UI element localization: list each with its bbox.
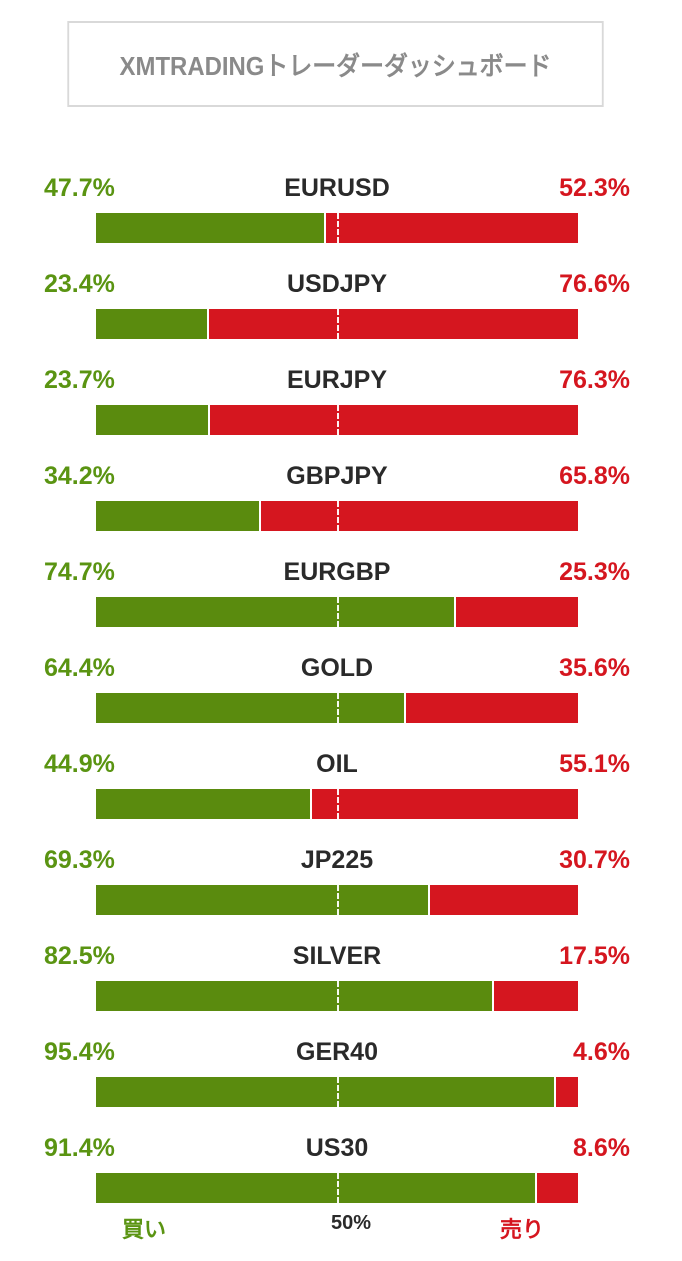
symbol-label: USDJPY <box>286 270 388 298</box>
midpoint-line <box>337 693 339 723</box>
buy-bar-segment <box>96 789 313 819</box>
sell-percentage: 76.3% <box>559 366 630 394</box>
symbol-label: JP225 <box>300 846 374 874</box>
buy-bar-segment <box>96 981 494 1011</box>
sentiment-bar <box>96 981 578 1011</box>
symbol-label: US30 <box>305 1134 369 1162</box>
sell-percentage: 8.6% <box>573 1134 630 1162</box>
midpoint-line <box>337 405 339 435</box>
sell-percentage: 25.3% <box>559 558 630 586</box>
midpoint-line <box>337 1173 339 1203</box>
symbol-label: GOLD <box>300 654 374 682</box>
buy-bar-segment <box>96 405 211 435</box>
midpoint-line <box>337 789 339 819</box>
symbol-label: OIL <box>316 750 358 778</box>
sentiment-bar <box>96 405 578 435</box>
buy-percentage: 44.9% <box>44 750 115 778</box>
sentiment-row-jp225: 69.3% JP225 30.7% <box>0 842 682 938</box>
buy-percentage: 64.4% <box>44 654 115 682</box>
buy-bar-segment <box>96 693 407 723</box>
sentiment-bar <box>96 789 578 819</box>
buy-percentage: 95.4% <box>44 1038 115 1066</box>
buy-percentage: 82.5% <box>44 942 115 970</box>
sell-percentage: 4.6% <box>573 1038 630 1066</box>
symbol-label: EURJPY <box>286 366 388 394</box>
midpoint-line <box>337 309 339 339</box>
legend-sell-label: 売り <box>500 1217 545 1242</box>
sell-percentage: 52.3% <box>559 174 630 202</box>
buy-bar-segment <box>96 597 457 627</box>
buy-bar-segment <box>96 1173 537 1203</box>
sentiment-row-gbpjpy: 34.2% GBPJPY 65.8% <box>0 458 682 554</box>
sentiment-row-eurgbp: 74.7% EURGBP 25.3% <box>0 554 682 650</box>
sentiment-row-gold: 64.4% GOLD 35.6% <box>0 650 682 746</box>
symbol-label: GER40 <box>296 1038 378 1066</box>
buy-bar-segment <box>96 1077 556 1107</box>
buy-percentage: 23.7% <box>44 366 115 394</box>
buy-percentage: 74.7% <box>44 558 115 586</box>
sentiment-bar <box>96 693 578 723</box>
buy-bar-segment <box>96 501 261 531</box>
symbol-label: EURUSD <box>284 174 390 202</box>
sentiment-bar <box>96 885 578 915</box>
sentiment-row-eurusd: 47.7% EURUSD 52.3% <box>0 170 682 266</box>
sell-percentage: 55.1% <box>559 750 630 778</box>
sentiment-row-ger40: 95.4% GER40 4.6% <box>0 1034 682 1130</box>
sentiment-row-oil: 44.9% OIL 55.1% <box>0 746 682 842</box>
buy-percentage: 91.4% <box>44 1134 115 1162</box>
midpoint-line <box>337 981 339 1011</box>
sentiment-row-usdjpy: 23.4% USDJPY 76.6% <box>0 266 682 362</box>
sell-percentage: 76.6% <box>559 270 630 298</box>
legend-midpoint-label: 50% <box>331 1212 372 1234</box>
midpoint-line <box>337 1077 339 1107</box>
sentiment-bar <box>96 597 578 627</box>
sentiment-row-eurjpy: 23.7% EURJPY 76.3% <box>0 362 682 458</box>
sell-percentage: 17.5% <box>559 942 630 970</box>
midpoint-line <box>337 885 339 915</box>
legend-buy-label: 買い <box>122 1217 167 1242</box>
sentiment-bar <box>96 213 578 243</box>
symbol-label: SILVER <box>292 942 382 970</box>
buy-bar-segment <box>96 213 326 243</box>
buy-percentage: 23.4% <box>44 270 115 298</box>
midpoint-line <box>337 213 339 243</box>
buy-bar-segment <box>96 885 431 915</box>
sentiment-row-silver: 82.5% SILVER 17.5% <box>0 938 682 1034</box>
sentiment-row-us30: 91.4% US30 8.6% <box>0 1130 682 1226</box>
symbol-label: EURGBP <box>283 558 391 586</box>
symbol-label: GBPJPY <box>286 462 388 490</box>
midpoint-line <box>337 597 339 627</box>
sentiment-bar <box>96 309 578 339</box>
buy-percentage: 34.2% <box>44 462 115 490</box>
buy-bar-segment <box>96 309 209 339</box>
buy-percentage: 47.7% <box>44 174 115 202</box>
page-title: XMTRADINGトレーダーダッシュボード <box>67 21 604 107</box>
sell-percentage: 65.8% <box>559 462 630 490</box>
page-title-text: XMTRADINGトレーダーダッシュボード <box>119 50 552 81</box>
buy-percentage: 69.3% <box>44 846 115 874</box>
sentiment-bar <box>96 1173 578 1203</box>
midpoint-line <box>337 501 339 531</box>
sentiment-bar <box>96 1077 578 1107</box>
sell-percentage: 35.6% <box>559 654 630 682</box>
sell-percentage: 30.7% <box>559 846 630 874</box>
sentiment-bar <box>96 501 578 531</box>
